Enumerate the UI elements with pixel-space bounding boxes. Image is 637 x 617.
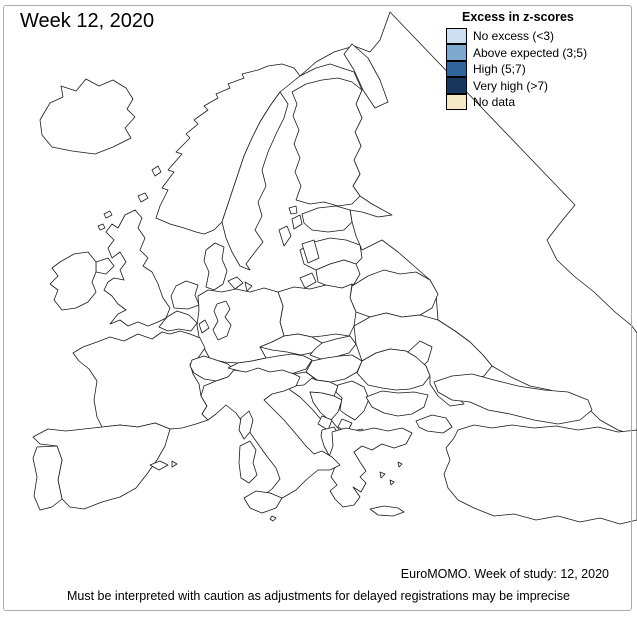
source-note: EuroMOMO. Week of study: 12, 2020 xyxy=(400,567,609,581)
legend: Excess in z-scores No excess (<3) Above … xyxy=(446,10,587,111)
legend-label: High (5;7) xyxy=(473,62,526,77)
country-poland xyxy=(277,283,357,338)
country-sweden xyxy=(221,91,289,271)
country-greece-crete xyxy=(369,505,405,517)
page-title: Week 12, 2020 xyxy=(20,10,155,32)
country-italy-sardinia xyxy=(238,440,258,484)
country-estonia-island-2 xyxy=(288,205,298,215)
country-greece-island-3 xyxy=(397,461,403,468)
legend-swatch-2 xyxy=(446,60,467,77)
country-romania xyxy=(356,348,431,391)
country-bosnia xyxy=(309,391,343,422)
country-bulgaria xyxy=(365,390,429,417)
country-italy-sicily xyxy=(243,490,283,514)
black-sea xyxy=(433,373,593,425)
country-northern-ireland xyxy=(95,257,115,275)
country-uk-shetland xyxy=(151,165,162,177)
country-denmark xyxy=(203,242,228,291)
country-greece-island xyxy=(379,471,386,479)
legend-swatch-4 xyxy=(446,93,467,110)
country-ireland xyxy=(49,251,97,311)
legend-label: No data xyxy=(473,95,516,110)
legend-label: Very high (>7) xyxy=(473,78,549,93)
region-gotland xyxy=(278,225,292,247)
country-iceland xyxy=(39,78,136,155)
gulf-of-riga xyxy=(301,239,320,264)
country-spain-balearics-2 xyxy=(171,460,178,468)
country-finland xyxy=(291,77,363,207)
country-hungary xyxy=(305,354,363,383)
legend-item-no-data: No data xyxy=(446,93,587,111)
legend-item-very-high: Very high (>7) xyxy=(446,77,587,95)
country-greece xyxy=(328,427,413,508)
country-uk-hebrides xyxy=(103,210,113,219)
white-sea xyxy=(343,43,389,109)
country-malta xyxy=(269,515,277,522)
country-denmark-island-2 xyxy=(244,281,253,292)
country-germany xyxy=(196,287,285,364)
region-corsica xyxy=(238,410,254,440)
country-slovakia xyxy=(309,335,357,360)
country-denmark-island xyxy=(227,276,244,290)
country-portugal xyxy=(32,445,63,511)
region-kaliningrad xyxy=(299,272,317,289)
legend-swatch-3 xyxy=(446,77,467,94)
country-turkey-thrace xyxy=(415,414,453,434)
country-belarus xyxy=(349,269,439,318)
legend-title: Excess in z-scores xyxy=(462,10,574,24)
country-uk-orkney xyxy=(137,192,149,203)
country-lithuania xyxy=(315,259,361,289)
legend-item-above-expected: Above expected (3;5) xyxy=(446,44,588,62)
legend-swatch-1 xyxy=(446,44,467,61)
country-belgium xyxy=(158,310,198,332)
country-estonia-island xyxy=(291,214,303,230)
country-united-kingdom xyxy=(103,209,171,327)
country-serbia xyxy=(335,380,370,421)
country-greece-island-2 xyxy=(389,479,395,486)
caution-note: Must be interpreted with caution as adju… xyxy=(66,589,571,603)
legend-label: Above expected (3;5) xyxy=(473,45,588,60)
country-turkey xyxy=(443,424,637,525)
country-estonia xyxy=(301,205,353,233)
legend-item-no-excess: No excess (<3) xyxy=(446,27,587,45)
region-germany-hesse xyxy=(212,300,232,341)
country-italy xyxy=(200,367,341,504)
legend-swatch-0 xyxy=(446,27,467,44)
country-spain-balearics xyxy=(149,460,169,471)
country-netherlands xyxy=(170,280,200,310)
country-france xyxy=(72,330,209,430)
country-luxembourg xyxy=(198,319,210,334)
country-uk-hebrides-2 xyxy=(97,223,106,231)
legend-label: No excess (<3) xyxy=(473,29,555,44)
legend-item-high: High (5;7) xyxy=(446,60,587,78)
